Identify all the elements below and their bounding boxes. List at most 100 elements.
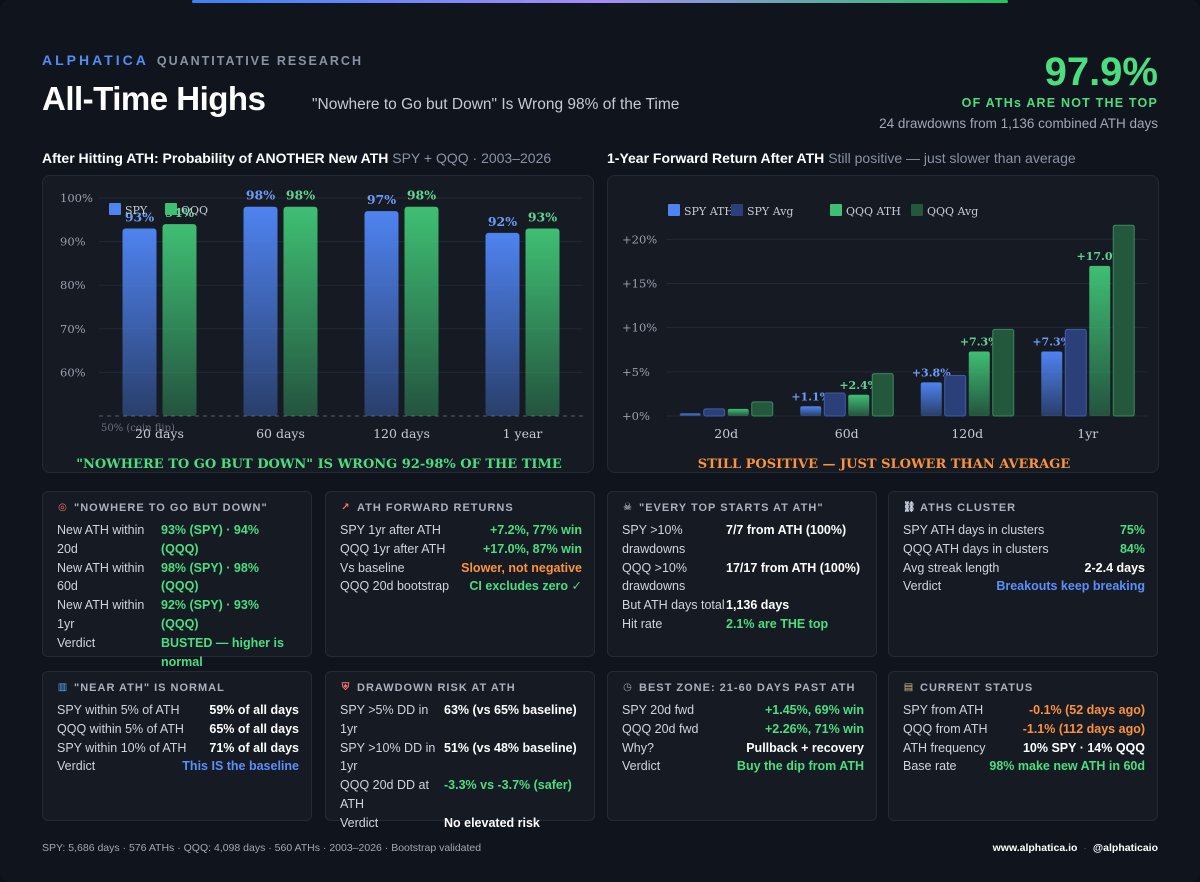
data-label: 98% <box>407 188 436 203</box>
row-value: 84% <box>1119 541 1145 556</box>
card-row: QQQ ATH days in clusters 84% <box>903 540 1145 559</box>
clock-icon: ◷ <box>623 682 633 693</box>
footer-links: www.alphatica.io · @alphaticaio <box>992 842 1158 854</box>
bar-spy-avg-1 <box>703 408 726 417</box>
row-value: Slower, not negative <box>461 560 582 575</box>
stat-card: ⛓ ATHS CLUSTER SPY ATH days in clusters 75%… <box>888 491 1158 657</box>
row-label: QQQ ATH days in clusters <box>903 541 1049 556</box>
card-title-text: ATHS CLUSTER <box>920 502 1017 514</box>
row-label: Verdict <box>57 635 96 650</box>
card-row: Verdict Buy the dip from ATH <box>622 757 864 776</box>
legend-swatch-spy-avg <box>731 204 743 216</box>
row-value: +17.0%, 87% win <box>482 541 582 556</box>
bar-qqq-4 <box>525 228 560 416</box>
card-title: ▥ "NEAR ATH" IS NORMAL <box>57 682 299 694</box>
y-tick-label: +10% <box>622 321 657 335</box>
bar-spy-ath-2 <box>800 406 822 416</box>
social-handle[interactable]: @alphaticaio <box>1092 842 1158 854</box>
row-label: SPY ATH days in clusters <box>903 523 1045 537</box>
row-value: 71% of all days <box>209 740 299 755</box>
bar-spy-avg-4 <box>1064 328 1087 417</box>
forward-return-chart: +20% +15% +10% +5% +0% 20d +1.1% +2.4% 60d +3.8% +… <box>622 204 1148 472</box>
card-row: Why? Pullback + recovery <box>622 739 864 758</box>
trending-up-icon: ↗ <box>341 502 351 513</box>
bar-qqq-ath-4 <box>1089 265 1111 416</box>
card-title: ⛓ ATHS CLUSTER <box>903 502 1145 514</box>
card-row: SPY >10% drawdowns 7/7 from ATH (100%) <box>622 521 864 559</box>
data-label: 93% <box>528 210 557 225</box>
headline-value: 97.9% <box>1044 50 1158 94</box>
row-label: ATH frequency <box>903 740 986 755</box>
row-label: Hit rate <box>622 616 663 631</box>
card-row: Vs baseline Slower, not negative <box>340 559 582 578</box>
chart1-title: After Hitting ATH: Probability of ANOTHE… <box>42 150 551 166</box>
bar-spy-ath-4 <box>1041 351 1063 416</box>
row-value: 2-2.4 days <box>1084 560 1145 575</box>
row-value: +2.26%, 71% win <box>764 721 864 736</box>
card-row: QQQ from ATH -1.1% (112 days ago) <box>903 720 1145 739</box>
bar-qqq-avg-4 <box>1112 224 1135 417</box>
y-tick-label: +20% <box>622 232 657 246</box>
legend-label: SPY Avg <box>747 205 793 218</box>
bar-spy-2 <box>243 206 278 416</box>
row-value: 59% of all days <box>209 703 299 717</box>
row-label: Verdict <box>903 579 942 594</box>
row-label: SPY from ATH <box>903 703 984 717</box>
card-title-text: BEST ZONE: 21-60 DAYS PAST ATH <box>639 682 856 694</box>
row-label: QQQ >10% drawdowns <box>622 560 687 594</box>
legend-label: SPY <box>125 204 148 217</box>
website-link[interactable]: www.alphatica.io <box>992 842 1078 854</box>
bar-qqq-avg-3 <box>992 328 1015 417</box>
y-tick-label: +0% <box>622 409 650 423</box>
chart1-title-text: After Hitting ATH: Probability of ANOTHE… <box>42 150 389 166</box>
bar-spy-ath-3 <box>920 382 942 416</box>
card-row: SPY within 10% of ATH 71% of all days <box>57 739 299 758</box>
card-row: QQQ 20d bootstrap CI excludes zero ✓ <box>340 577 582 596</box>
brand: ALPHATICA QUANTITATIVE RESEARCH <box>42 52 363 68</box>
row-value: 93% (SPY) · 94% (QQQ) <box>161 523 259 556</box>
card-row: Verdict BUSTED — higher is normal <box>57 634 299 672</box>
data-label: 98% <box>246 188 275 203</box>
card-title-text: DRAWDOWN RISK AT ATH <box>357 682 516 694</box>
data-label: +3.8% <box>912 366 951 379</box>
bar-spy-1 <box>122 228 157 416</box>
stat-card: ▥ "NEAR ATH" IS NORMAL SPY within 5% of AT… <box>42 671 312 821</box>
legend-swatch-qqq-avg <box>911 204 923 216</box>
data-label: 92% <box>488 214 517 229</box>
chart2-title-note: Still positive — just slower than averag… <box>828 150 1076 166</box>
legend-label: QQQ <box>181 204 208 217</box>
chart1-caption: "NOWHERE TO GO BUT DOWN" IS WRONG 92-98%… <box>76 457 562 472</box>
row-label: Verdict <box>57 759 96 774</box>
row-label: QQQ 20d DD at ATH <box>340 778 429 811</box>
row-value: 10% SPY · 14% QQQ <box>1022 740 1145 755</box>
card-row: QQQ 20d fwd +2.26%, 71% win <box>622 720 864 739</box>
bar-qqq-avg-2 <box>871 373 894 417</box>
card-row: QQQ within 5% of ATH 65% of all days <box>57 720 299 739</box>
card-row: QQQ 1yr after ATH +17.0%, 87% win <box>340 540 582 559</box>
accent-line <box>192 0 1008 3</box>
row-value: 98% make new ATH in 60d <box>989 759 1145 774</box>
row-label: But ATH days total <box>622 598 725 613</box>
row-value: Pullback + recovery <box>746 740 864 755</box>
card-row: ATH frequency 10% SPY · 14% QQQ <box>903 739 1145 758</box>
bar-spy-3 <box>364 211 399 416</box>
row-label: SPY 1yr after ATH <box>340 523 441 537</box>
bar-qqq-avg-1 <box>751 401 774 417</box>
card-row: New ATH within 20d 93% (SPY) · 94% (QQQ) <box>57 521 299 559</box>
row-value: 1,136 days <box>726 598 790 613</box>
row-label: SPY >10% DD in 1yr <box>340 740 436 774</box>
card-title-text: "EVERY TOP STARTS AT ATH" <box>639 502 824 514</box>
link-icon: ⛓ <box>903 502 917 513</box>
card-row: SPY from ATH -0.1% (52 days ago) <box>903 701 1145 720</box>
card-row: SPY 20d fwd +1.45%, 69% win <box>622 701 864 720</box>
headline-note: 24 drawdowns from 1,136 combined ATH day… <box>879 116 1158 131</box>
data-label: +2.4% <box>839 379 878 392</box>
row-value: 92% (SPY) · 93% (QQQ) <box>161 598 259 631</box>
card-row: Base rate 98% make new ATH in 60d <box>903 757 1145 776</box>
row-label: Why? <box>622 740 654 755</box>
row-value: +7.2%, 77% win <box>489 523 582 537</box>
bar-chart-icon: ▥ <box>57 682 69 693</box>
y-tick-label: 80% <box>60 278 86 292</box>
row-value: 98% (SPY) · 98% (QQQ) <box>161 560 259 594</box>
